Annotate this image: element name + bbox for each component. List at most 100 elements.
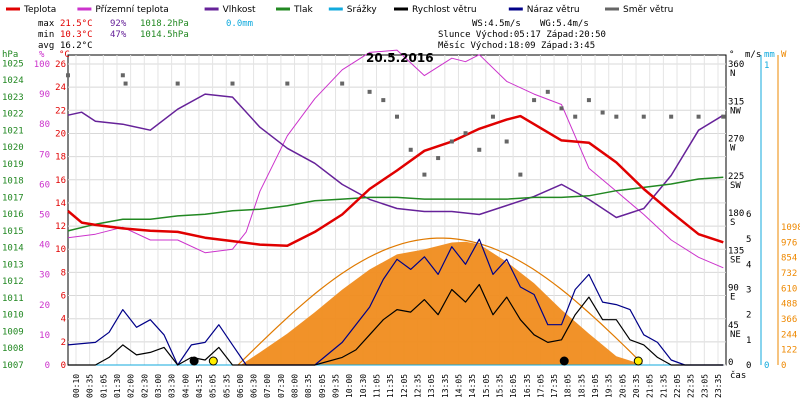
wind-direction-point xyxy=(586,98,591,103)
wind-direction-point xyxy=(600,110,605,115)
wind-direction-point xyxy=(422,172,427,177)
tick-label-time: 12:05 xyxy=(400,374,409,398)
tick-label-pct: 60 xyxy=(39,180,50,190)
sun-moon-marker xyxy=(633,356,643,366)
tick-label-time: 23:35 xyxy=(714,374,723,398)
legend-label: Přízemní teplota xyxy=(95,5,168,15)
tick-label-pct: 80 xyxy=(39,120,50,130)
tick-label-hpa: 1024 xyxy=(2,76,24,86)
legend-label: Tlak xyxy=(293,5,314,15)
tick-label-time: 09:05 xyxy=(318,374,327,398)
ground-temperature-line xyxy=(67,49,724,269)
tick-label-time: 17:35 xyxy=(550,374,559,398)
tick-label-pct: 0 xyxy=(45,361,50,371)
wind-direction-point xyxy=(721,114,726,119)
tick-label-time: 08:00 xyxy=(291,374,300,398)
tick-label-pct: 70 xyxy=(39,150,50,160)
tick-label-time: 06:00 xyxy=(236,374,245,398)
tick-label-direction: 135 xyxy=(728,246,744,256)
tick-label-cardinal: SW xyxy=(730,181,741,191)
wind-direction-point xyxy=(614,114,619,119)
tick-label-pct: 50 xyxy=(39,211,50,221)
wind-gust-line xyxy=(67,238,724,366)
wind-direction-point xyxy=(463,131,468,136)
tick-label-time: 02:30 xyxy=(140,374,149,398)
tick-label-cardinal: SE xyxy=(730,255,741,265)
sun-moon-marker xyxy=(189,356,199,366)
tick-label-time: 11:35 xyxy=(386,374,395,398)
tick-label-time: 07:00 xyxy=(263,374,272,398)
wind-direction-point xyxy=(504,139,509,144)
pressure-line xyxy=(67,176,724,232)
tick-label-direction: 315 xyxy=(728,97,744,107)
wind-direction-point xyxy=(669,114,674,119)
wind-direction-point xyxy=(490,114,495,119)
tick-label-time: 11:05 xyxy=(373,374,382,398)
tick-label-cardinal: E xyxy=(730,293,735,303)
tick-label-temp: 4 xyxy=(61,315,66,325)
tick-label-w: 488 xyxy=(781,300,797,310)
axis-unit-mm: mm xyxy=(764,50,775,60)
tick-label-cardinal: W xyxy=(730,144,736,154)
tick-label-time: 09:35 xyxy=(332,374,341,398)
stat-min-temp: 10.3°C xyxy=(60,30,93,40)
tick-label-pct: 30 xyxy=(39,271,50,281)
tick-label-direction: 90 xyxy=(728,284,739,294)
tick-label-pct: 100 xyxy=(34,60,50,70)
tick-label-temp: 10 xyxy=(55,245,66,255)
wind-direction-point xyxy=(340,81,345,86)
tick-label-time: 10:00 xyxy=(345,374,354,398)
wind-direction-point xyxy=(367,89,372,94)
stat-avg-label: avg xyxy=(38,41,54,51)
tick-label-temp: 26 xyxy=(55,60,66,70)
tick-label-time: 20:35 xyxy=(632,374,641,398)
tick-label-time: 12:35 xyxy=(413,374,422,398)
tick-label-hpa: 1020 xyxy=(2,143,24,153)
tick-label-hpa: 1019 xyxy=(2,160,24,170)
tick-label-direction: 45 xyxy=(728,321,739,331)
axis-unit-ms: m/s xyxy=(745,50,761,60)
tick-label-w: 244 xyxy=(781,330,797,340)
tick-label-time: 18:35 xyxy=(577,374,586,398)
tick-label-temp: 12 xyxy=(55,222,66,232)
stat-min-hum: 47% xyxy=(110,30,127,40)
tick-label-time: 06:30 xyxy=(250,374,259,398)
plot-area xyxy=(67,54,727,366)
tick-label-ms: 2 xyxy=(746,311,751,321)
tick-label-direction: 0 xyxy=(728,358,733,368)
tick-label-time: 10:30 xyxy=(359,374,368,398)
wind-speed-line xyxy=(68,283,724,366)
tick-label-w: 1098 xyxy=(781,223,800,233)
wind-direction-point xyxy=(518,172,523,177)
tick-label-time: 05:05 xyxy=(209,374,218,398)
tick-label-direction: 270 xyxy=(728,135,744,145)
tick-label-time: 17:05 xyxy=(536,374,545,398)
tick-label-hpa: 1014 xyxy=(2,244,24,254)
stat-min-label: min xyxy=(38,30,54,40)
stat-wg: WG:5.4m/s xyxy=(540,19,589,29)
wind-direction-point xyxy=(395,114,399,119)
tick-label-ms: 6 xyxy=(746,210,751,220)
tick-label-pct: 10 xyxy=(39,331,50,341)
tick-label-time: 16:05 xyxy=(509,374,518,398)
stat-sun: Slunce Východ:05:17 Západ:20:50 xyxy=(438,30,606,40)
tick-label-hpa: 1018 xyxy=(2,177,24,187)
sun-moon-marker xyxy=(559,356,569,366)
wind-direction-point xyxy=(230,81,235,86)
tick-label-pct: 90 xyxy=(39,90,50,100)
tick-label-ms: 4 xyxy=(746,260,751,270)
tick-label-hpa: 1016 xyxy=(2,210,24,220)
tick-label-temp: 16 xyxy=(55,176,66,186)
wind-direction-point xyxy=(120,73,125,78)
tick-label-time: 01:30 xyxy=(113,374,122,398)
tick-label-w: 854 xyxy=(781,254,797,264)
wind-direction-point xyxy=(477,147,482,152)
tick-label-pct: 40 xyxy=(39,241,50,251)
tick-label-time: 15:05 xyxy=(482,374,491,398)
humidity-line xyxy=(67,93,724,219)
tick-label-hpa: 1025 xyxy=(2,59,24,69)
tick-label-time: 23:05 xyxy=(700,374,709,398)
tick-label-temp: 8 xyxy=(61,268,66,278)
wind-direction-point xyxy=(449,139,454,144)
wind-direction-point xyxy=(641,114,646,119)
